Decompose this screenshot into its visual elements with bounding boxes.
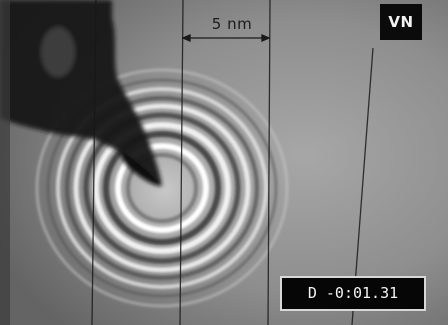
scale-arrow — [181, 34, 271, 42]
inner-ring-dark — [103, 131, 221, 245]
probe-shadow — [0, 0, 162, 186]
outer-ring-1 — [35, 68, 289, 308]
outer-ring-3 — [56, 87, 268, 289]
scale-label: 5 nm — [211, 15, 253, 33]
probe-tip — [120, 150, 162, 186]
timecode-display: D -0:01.31 — [280, 276, 426, 311]
left-edge-vignette — [0, 0, 10, 325]
interference-rings — [35, 68, 289, 308]
guide-line-3 — [267, 0, 271, 325]
outer-ring-4 — [65, 96, 259, 280]
middle-ring-1 — [73, 103, 251, 273]
middle-ring-3 — [93, 122, 231, 254]
outer-ring-2 — [46, 78, 278, 298]
channel-badge: VN — [380, 4, 422, 40]
core-ring-dark — [126, 153, 198, 223]
probe-body — [0, 0, 162, 186]
middle-ring-2 — [83, 112, 241, 264]
probe-highlight — [41, 27, 75, 77]
inner-ring-bright — [115, 143, 209, 233]
guide-line-2 — [179, 0, 184, 325]
